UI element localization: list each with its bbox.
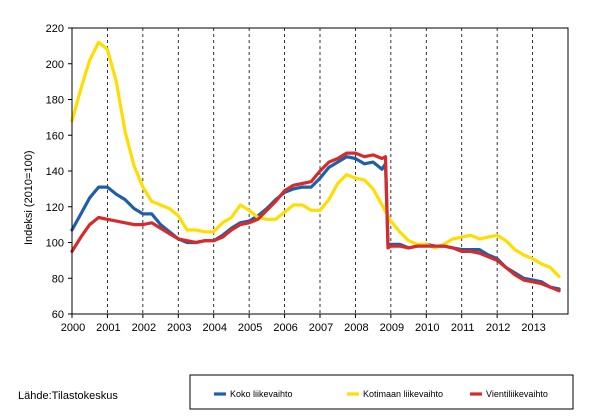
legend-label-3: Vientiliikevaihto <box>486 389 548 399</box>
y-tick-label-160: 160 <box>46 130 64 142</box>
y-axis-ticks: 60 80 100 120 140 160 180 200 220 <box>46 23 72 321</box>
x-tick-label-2010: 2010 <box>415 322 439 334</box>
x-tick-label-2012: 2012 <box>486 322 510 334</box>
y-tick-label-80: 80 <box>52 273 64 285</box>
y-tick-label-100: 100 <box>46 238 64 250</box>
x-tick-label-2006: 2006 <box>273 322 297 334</box>
y-tick-label-220: 220 <box>46 23 64 35</box>
legend-label-2: Kotimaan liikevaihto <box>363 389 443 399</box>
x-tick-label-2011: 2011 <box>451 322 475 334</box>
x-tick-label-2002: 2002 <box>132 322 156 334</box>
source-note: Lähde:Tilastokeskus <box>18 390 118 402</box>
y-tick-label-200: 200 <box>46 59 64 71</box>
x-tick-label-2003: 2003 <box>167 322 191 334</box>
x-tick-label-2009: 2009 <box>380 322 404 334</box>
y-tick-label-120: 120 <box>46 202 64 214</box>
x-tick-label-2007: 2007 <box>309 322 333 334</box>
y-tick-label-180: 180 <box>46 95 64 107</box>
y-axis-label: Indeksi (2010=100) <box>23 151 35 245</box>
series-line-2 <box>70 40 561 279</box>
y-tick-label-140: 140 <box>46 166 64 178</box>
x-tick-label-2001: 2001 <box>96 322 120 334</box>
series-lines <box>70 40 561 293</box>
legend-label-1: Koko liikevaihto <box>230 389 293 399</box>
x-axis-ticks: 2000 2001 2002 2003 2004 2005 2006 2007 2008 2009… <box>61 314 546 334</box>
x-tick-label-2004: 2004 <box>202 322 226 334</box>
series-line-1 <box>70 155 561 291</box>
series-line-3 <box>70 151 561 293</box>
y-tick-label-60: 60 <box>52 309 64 321</box>
legend: Koko liikevaihto Kotimaan liikevaihto Vien… <box>189 374 574 410</box>
x-tick-label-2000: 2000 <box>61 322 85 334</box>
x-tick-label-2013: 2013 <box>521 322 545 334</box>
legend-box <box>189 374 574 410</box>
x-tick-label-2005: 2005 <box>238 322 262 334</box>
x-tick-label-2008: 2008 <box>344 322 368 334</box>
